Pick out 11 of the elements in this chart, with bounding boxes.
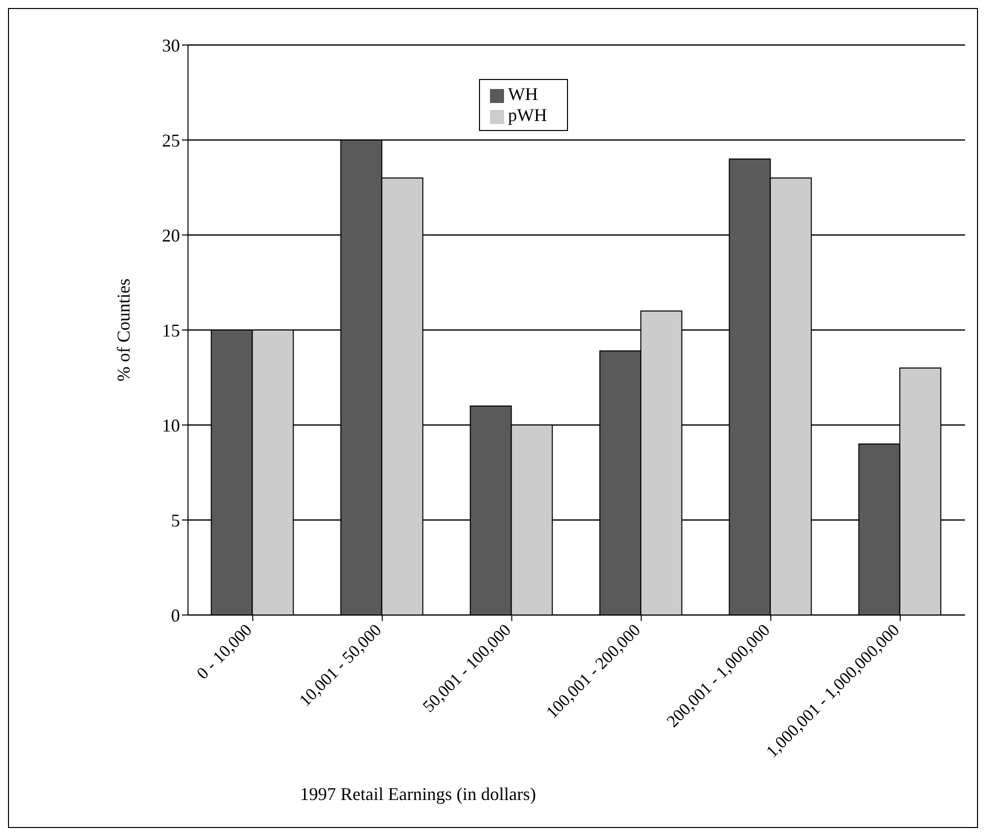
x-axis-title: 1997 Retail Earnings (in dollars) <box>300 784 536 804</box>
y-tick-label: 20 <box>162 225 180 246</box>
y-tick-label: 5 <box>171 510 180 530</box>
y-tick-label: 10 <box>162 415 180 436</box>
y-tick-label: 0 <box>171 605 180 626</box>
y-tick-label: 25 <box>162 130 180 150</box>
legend-label: pWH <box>508 105 547 125</box>
y-tick-label: 15 <box>162 320 180 340</box>
legend-label: WH <box>508 84 538 104</box>
y-axis-title: % of Counties <box>113 278 134 382</box>
y-tick-label: 30 <box>162 35 180 56</box>
